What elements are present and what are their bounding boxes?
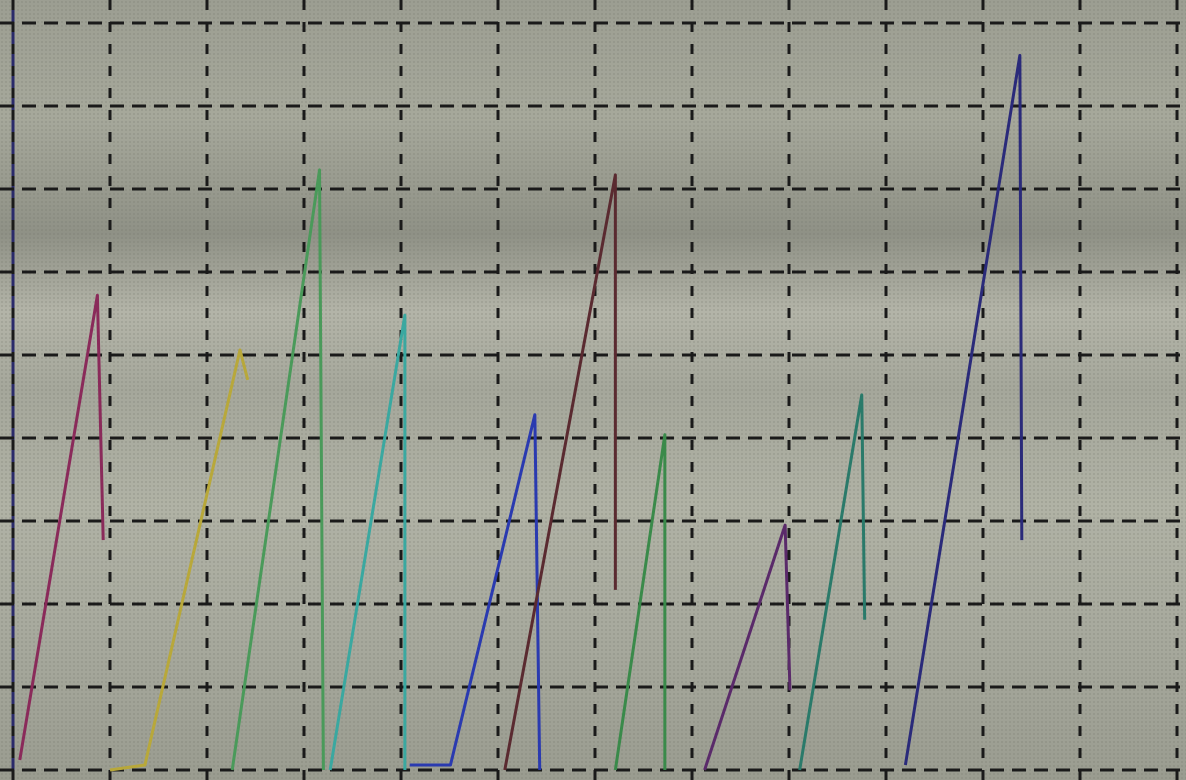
screen: [0, 0, 1186, 780]
page: (() => { const data = JSON.parse(documen…: [0, 0, 1186, 780]
pixel-texture: [0, 0, 1186, 780]
